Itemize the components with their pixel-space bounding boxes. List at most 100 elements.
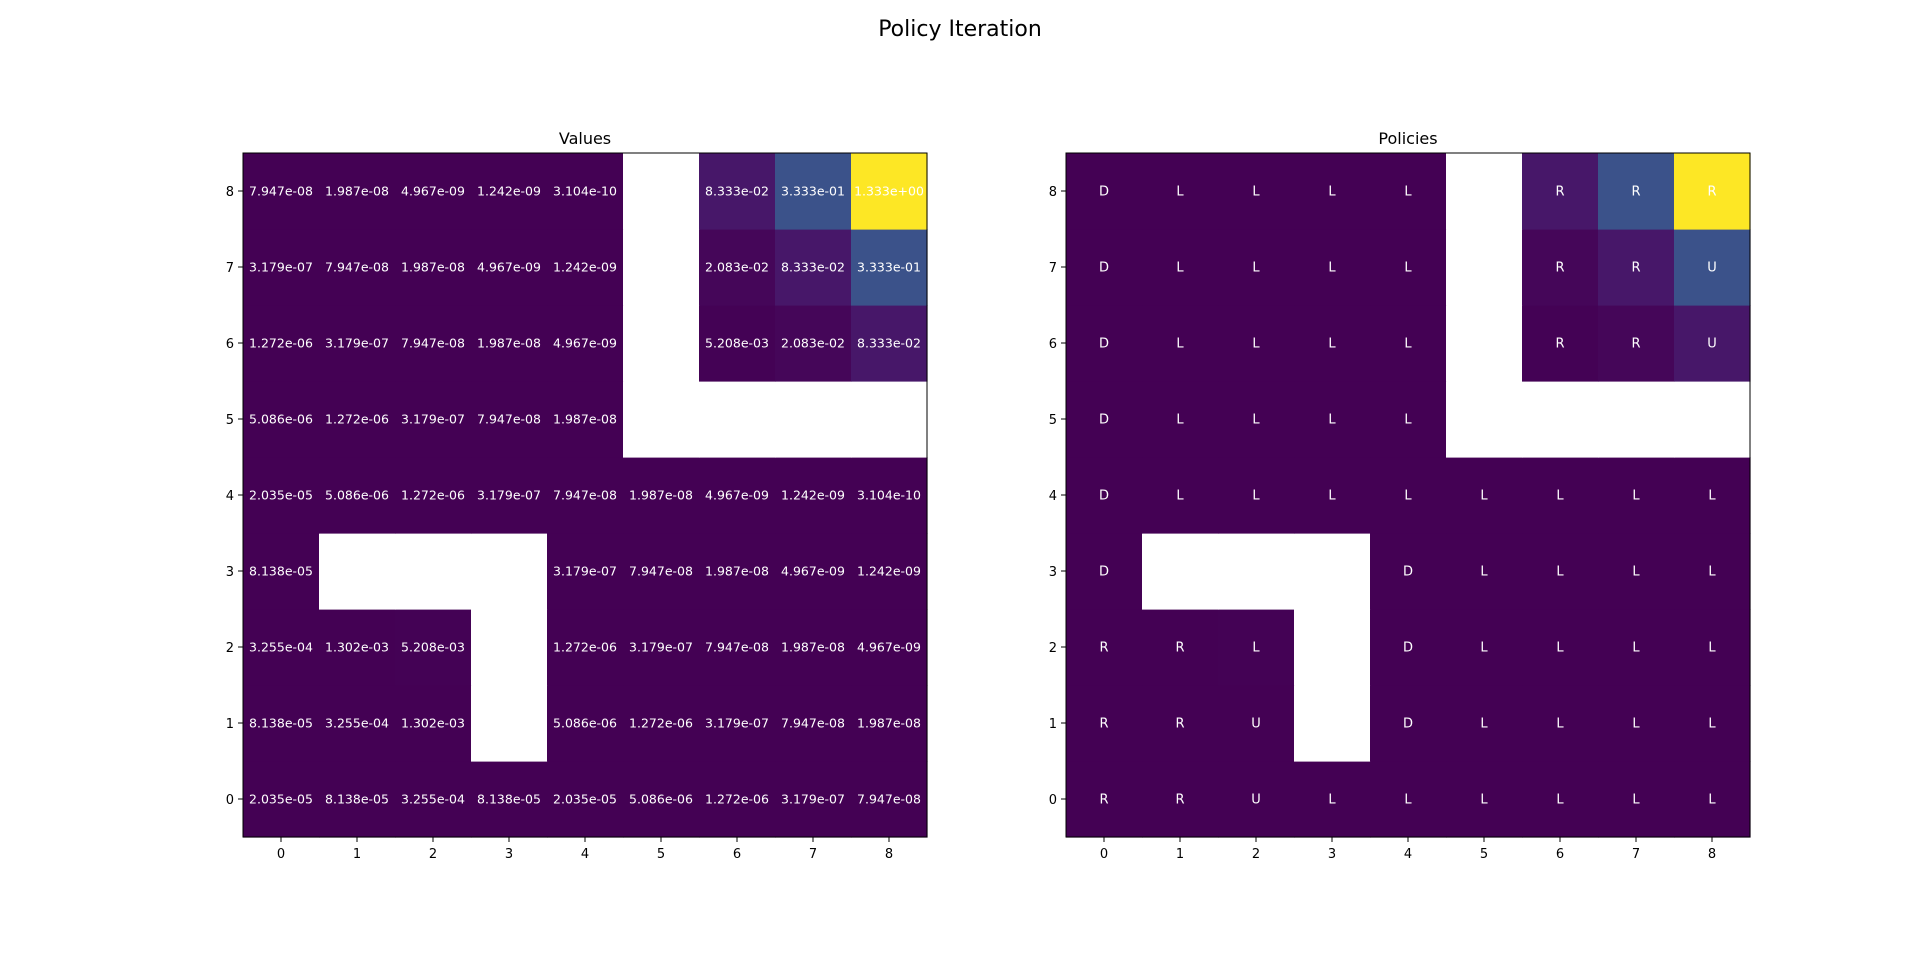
heatmap-cell	[851, 609, 928, 686]
cell-label: 4.967e-09	[477, 260, 541, 275]
heatmap-cell	[623, 229, 700, 306]
heatmap-cell	[1674, 457, 1751, 534]
cell-label: L	[1252, 641, 1260, 656]
cell-label: R	[1555, 261, 1564, 276]
cell-label: L	[1556, 717, 1564, 732]
cell-label: D	[1099, 337, 1109, 352]
heatmap-cell	[1066, 153, 1143, 230]
cell-label: L	[1252, 261, 1260, 276]
cell-label: L	[1404, 261, 1412, 276]
heatmap-cell	[319, 153, 396, 230]
heatmap-cell	[1066, 609, 1143, 686]
heatmap-cell	[1142, 381, 1219, 458]
heatmap-cell	[1294, 229, 1371, 306]
heatmap-cell	[1370, 229, 1447, 306]
heatmap-cell	[319, 685, 396, 762]
cell-label: L	[1480, 489, 1488, 504]
cell-label: D	[1099, 413, 1109, 428]
cell-label: U	[1707, 337, 1717, 352]
x-tick-label: 8	[1708, 847, 1716, 862]
cell-label: L	[1404, 489, 1412, 504]
cell-label: L	[1328, 185, 1336, 200]
heatmap-cell	[471, 305, 548, 382]
cell-label: 4.967e-09	[781, 564, 845, 579]
heatmap-cell	[775, 761, 852, 838]
heatmap-cell	[319, 229, 396, 306]
cell-label: L	[1328, 793, 1336, 808]
cell-label: L	[1252, 413, 1260, 428]
y-tick-label: 3	[1049, 565, 1057, 580]
cell-label: 8.333e-02	[781, 260, 845, 275]
cell-label: L	[1632, 793, 1640, 808]
cell-label: L	[1480, 641, 1488, 656]
cell-label: 7.947e-08	[325, 260, 389, 275]
cell-label: L	[1480, 717, 1488, 732]
cell-label: L	[1404, 185, 1412, 200]
heatmap-cell	[775, 685, 852, 762]
heatmap-cell	[1674, 229, 1751, 306]
heatmap-cell	[471, 685, 548, 762]
cell-label: 7.947e-08	[629, 564, 693, 579]
heatmap-cell	[1142, 761, 1219, 838]
cell-label: 3.179e-07	[705, 716, 769, 731]
heatmap-cell	[1598, 381, 1675, 458]
cell-label: 1.242e-09	[857, 564, 921, 579]
heatmap-cell	[623, 609, 700, 686]
heatmap-cell	[775, 533, 852, 610]
heatmap-cell	[1066, 685, 1143, 762]
values-heatmap: 2.035e-05 8.138e-05 3.255e-04 8.138e-05 2.03…	[226, 129, 928, 862]
heatmap-cell	[623, 153, 700, 230]
cell-label: 3.179e-07	[249, 260, 313, 275]
y-tick-label: 1	[1049, 717, 1057, 732]
heatmap-cell	[243, 685, 320, 762]
heatmap-cell	[1066, 381, 1143, 458]
cell-label: 7.947e-08	[781, 716, 845, 731]
cell-label: D	[1403, 565, 1413, 580]
cell-label: R	[1175, 717, 1184, 732]
heatmap-cell	[1218, 381, 1295, 458]
heatmap-cell	[623, 685, 700, 762]
cell-label: 3.333e-01	[781, 184, 845, 199]
heatmap-cell	[1446, 457, 1523, 534]
y-tick-label: 5	[1049, 413, 1057, 428]
heatmap-cell	[623, 533, 700, 610]
heatmap-cell	[319, 533, 396, 610]
cell-label: R	[1175, 641, 1184, 656]
x-tick-label: 7	[1632, 847, 1640, 862]
heatmap-cell	[1370, 609, 1447, 686]
heatmap-cell	[243, 229, 320, 306]
heatmap-cell	[547, 685, 624, 762]
cell-label: L	[1404, 793, 1412, 808]
cell-label: 1.272e-06	[249, 336, 313, 351]
cell-label: 3.333e-01	[857, 260, 921, 275]
y-tick-label: 6	[226, 337, 234, 352]
heatmap-cell	[1294, 381, 1371, 458]
policies-heatmap: R R U L L L L L L R R U D L L L L R R L D L L L L D D L L L L D L L L L L L L L…	[1049, 129, 1751, 862]
cell-label: D	[1403, 717, 1413, 732]
heatmap-cell	[1522, 685, 1599, 762]
x-tick-label: 5	[1480, 847, 1488, 862]
cell-label: 3.104e-10	[553, 184, 617, 199]
cell-label: 5.086e-06	[553, 716, 617, 731]
heatmap-cell	[395, 381, 472, 458]
heatmap-cell	[851, 153, 928, 230]
cell-label: L	[1176, 261, 1184, 276]
y-tick-label: 0	[226, 793, 234, 808]
cell-label: R	[1707, 185, 1716, 200]
heatmap-cell	[1598, 305, 1675, 382]
heatmap-cell	[1294, 153, 1371, 230]
cell-label: 2.083e-02	[705, 260, 769, 275]
heatmap-cell	[1522, 761, 1599, 838]
cell-label: 3.179e-07	[401, 412, 465, 427]
heatmap-cell	[699, 685, 776, 762]
cell-label: L	[1176, 413, 1184, 428]
heatmap-cell	[395, 761, 472, 838]
heatmap-cell	[1066, 533, 1143, 610]
heatmap-cell	[243, 609, 320, 686]
cell-label: 8.138e-05	[325, 792, 389, 807]
heatmap-cell	[1370, 685, 1447, 762]
cell-label: 7.947e-08	[857, 792, 921, 807]
cell-label: 3.179e-07	[477, 488, 541, 503]
cell-label: R	[1631, 261, 1640, 276]
cell-label: U	[1707, 261, 1717, 276]
